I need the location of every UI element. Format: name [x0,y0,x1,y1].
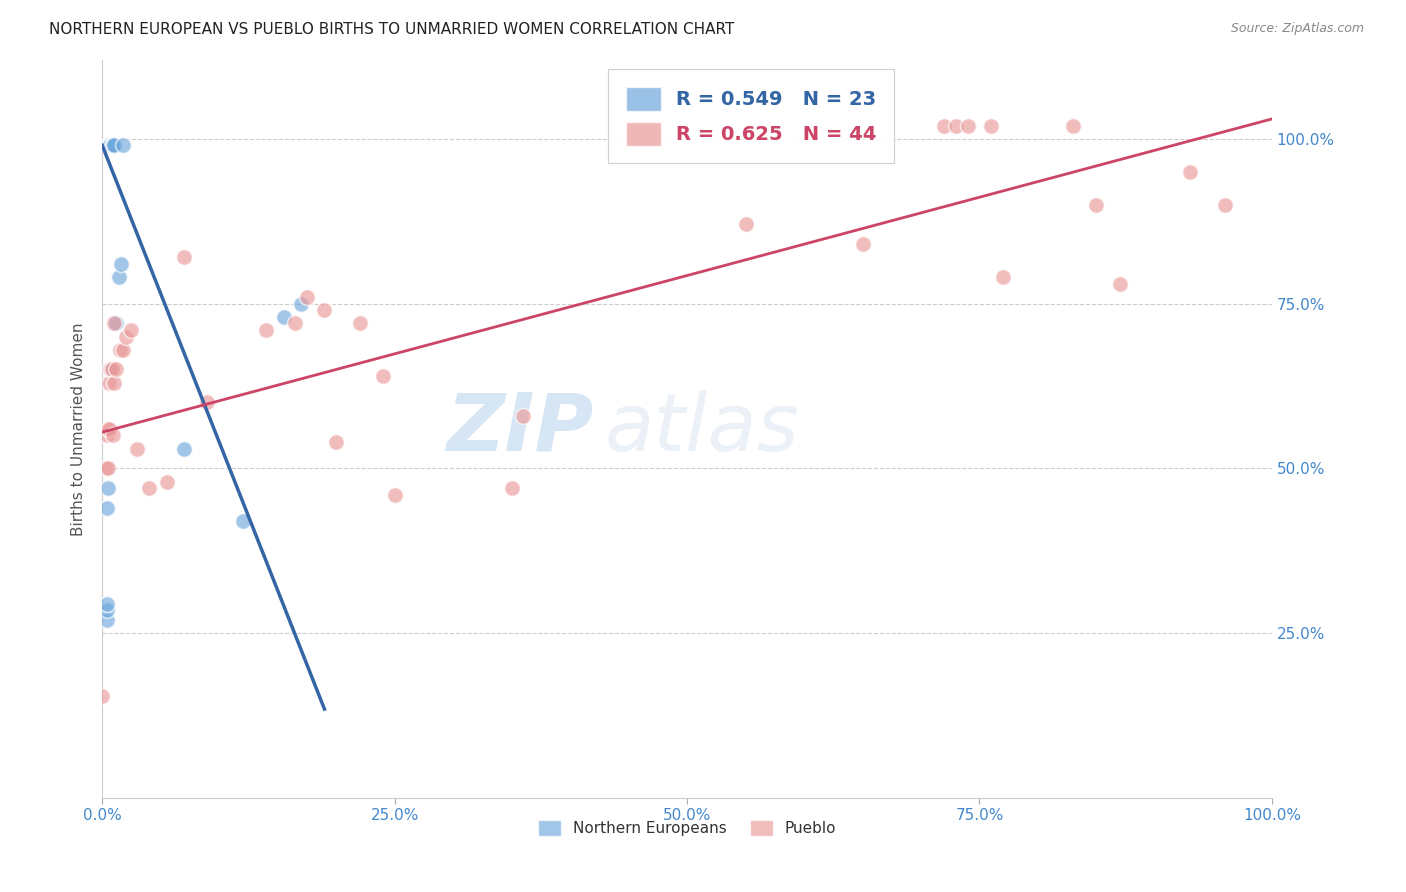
Point [98,138,121,153]
Point [173,251,195,265]
Point [197,395,219,409]
Point [112,343,135,357]
Text: atlas: atlas [605,390,800,467]
Point [101,428,124,442]
Point [980,119,1002,133]
Point [734,218,756,232]
Text: ZIP: ZIP [446,390,593,467]
Point [501,481,523,495]
Point [991,270,1014,285]
Y-axis label: Births to Unmarried Women: Births to Unmarried Women [72,322,86,535]
Point [97,461,120,475]
Point [107,270,129,285]
Point [371,369,394,384]
Point [103,316,125,330]
Point [96,500,118,515]
Point [97,481,120,495]
Point [956,119,979,133]
Point [98,422,121,436]
Point [851,237,873,252]
Point [96,428,118,442]
Point [103,138,125,153]
Point [295,290,318,304]
Point [96,603,118,617]
Point [100,138,122,153]
Point [105,316,128,330]
Point [254,323,277,337]
Point [114,329,136,343]
Point [1108,277,1130,291]
Point [100,362,122,376]
Point [96,597,118,611]
Point [100,362,122,376]
Point [945,119,967,133]
Point [934,119,956,133]
Text: NORTHERN EUROPEAN VS PUEBLO BIRTHS TO UNMARRIED WOMEN CORRELATION CHART: NORTHERN EUROPEAN VS PUEBLO BIRTHS TO UN… [49,22,734,37]
Point [91,689,114,703]
Legend: R = 0.549   N = 23, R = 0.625   N = 44: R = 0.549 N = 23, R = 0.625 N = 44 [609,70,894,163]
Point [98,376,121,390]
Point [97,422,120,436]
Point [98,138,121,153]
Point [101,138,124,153]
Point [94,461,117,475]
Point [98,138,121,153]
Point [325,435,347,450]
Point [97,138,120,153]
Point [512,409,534,423]
Point [290,296,312,310]
Point [384,488,406,502]
Point [138,481,160,495]
Point [273,310,295,324]
Point [349,316,371,330]
Point [173,442,195,456]
Point [155,475,177,489]
Point [112,138,135,153]
Point [284,316,307,330]
Point [1213,197,1236,211]
Point [127,442,149,456]
Point [103,376,125,390]
Point [96,613,118,627]
Point [1178,164,1201,178]
Point [120,323,142,337]
Point [108,343,131,357]
Point [110,257,132,271]
Text: Source: ZipAtlas.com: Source: ZipAtlas.com [1230,22,1364,36]
Point [100,138,122,153]
Point [314,303,336,318]
Point [100,138,122,153]
Point [105,362,128,376]
Point [100,362,122,376]
Point [1062,119,1084,133]
Point [1085,197,1108,211]
Point [232,514,254,528]
